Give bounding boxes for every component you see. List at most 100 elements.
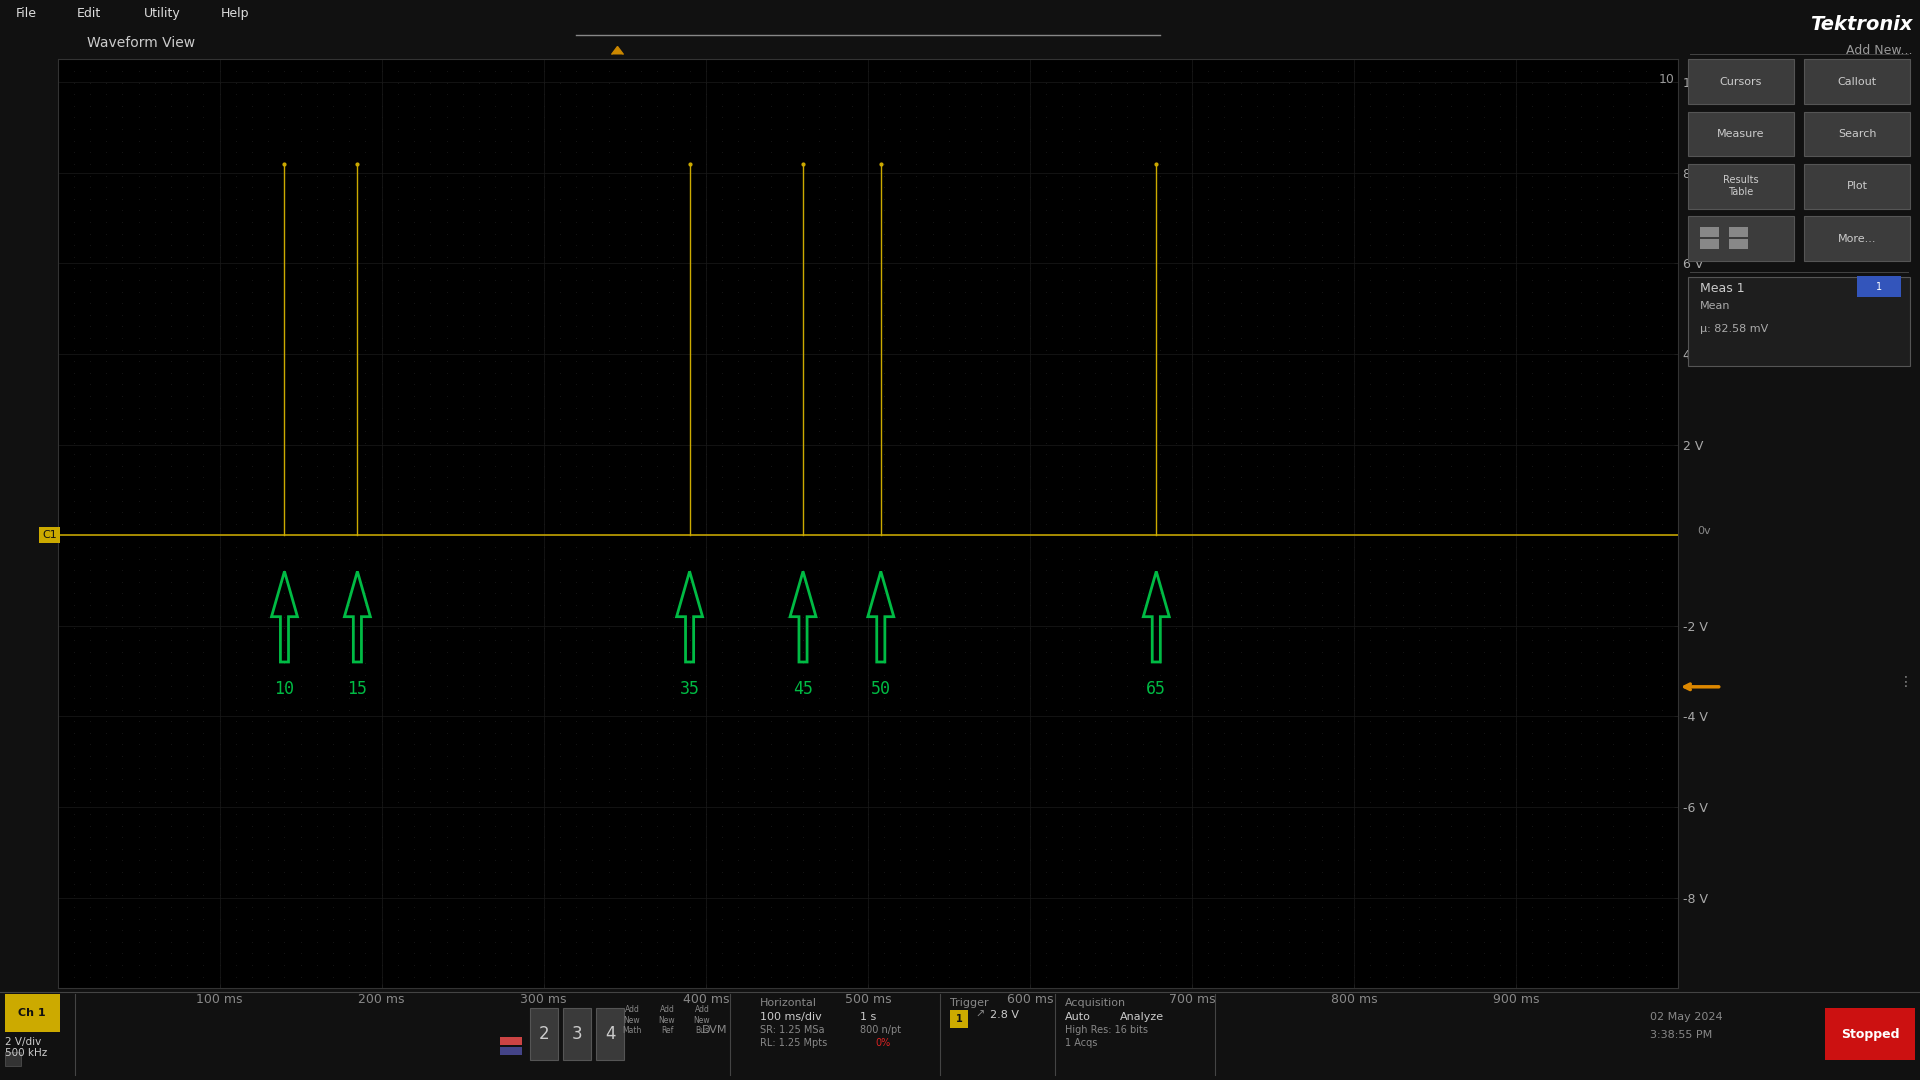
Point (966, 957, 996, 974)
Point (983, 596, 1014, 613)
Point (1436, 97, 1467, 114)
Point (528, 388, 559, 405)
Point (885, 747, 916, 765)
Point (301, 643, 332, 660)
Point (545, 341, 576, 359)
Point (349, 735, 380, 753)
Point (1064, 701, 1094, 718)
Point (495, 434, 526, 451)
Point (674, 283, 705, 300)
Point (269, 887, 300, 904)
Point (480, 51, 511, 68)
Point (1064, 875, 1094, 892)
Point (1144, 318, 1175, 335)
Point (1177, 654, 1208, 672)
Point (1549, 980, 1580, 997)
Point (42, 109, 73, 126)
Point (1031, 445, 1062, 462)
Point (1356, 909, 1386, 927)
Point (204, 166, 234, 184)
Point (1210, 887, 1240, 904)
Point (42, 364, 73, 381)
Point (674, 828, 705, 846)
Point (609, 63, 639, 80)
Point (399, 701, 430, 718)
Point (1615, 724, 1645, 741)
Point (528, 678, 559, 696)
Point (1388, 364, 1419, 381)
Point (156, 410, 186, 428)
Point (1501, 75, 1532, 92)
Point (528, 828, 559, 846)
Point (707, 307, 737, 324)
Point (578, 492, 609, 510)
Point (1597, 109, 1628, 126)
Point (804, 190, 835, 207)
Point (1663, 295, 1693, 312)
Point (1388, 899, 1419, 916)
Point (918, 515, 948, 532)
Point (1338, 968, 1369, 985)
Point (593, 422, 624, 440)
Point (852, 816, 883, 834)
Point (528, 63, 559, 80)
Point (1323, 190, 1354, 207)
Point (236, 654, 267, 672)
Point (1273, 608, 1304, 625)
Point (1630, 75, 1661, 92)
Point (1630, 51, 1661, 68)
Point (156, 237, 186, 254)
Point (837, 97, 868, 114)
Point (1356, 957, 1386, 974)
Point (722, 643, 753, 660)
Point (495, 864, 526, 881)
Point (1338, 283, 1369, 300)
Point (998, 585, 1029, 603)
Point (1046, 190, 1077, 207)
Point (1452, 51, 1482, 68)
Point (1484, 666, 1515, 684)
Point (1388, 51, 1419, 68)
Point (1031, 178, 1062, 195)
Point (1112, 945, 1142, 962)
Point (933, 109, 964, 126)
Point (1663, 318, 1693, 335)
Point (852, 503, 883, 521)
Point (334, 376, 365, 393)
Point (447, 747, 478, 765)
Point (1404, 909, 1434, 927)
Point (317, 782, 348, 799)
Point (108, 713, 138, 730)
Point (1404, 527, 1434, 544)
Point (1452, 608, 1482, 625)
Point (528, 190, 559, 207)
Point (659, 782, 689, 799)
Point (301, 178, 332, 195)
Point (382, 341, 413, 359)
Point (1630, 887, 1661, 904)
Point (1565, 364, 1596, 381)
Point (837, 794, 868, 811)
Point (140, 144, 171, 161)
Point (641, 631, 672, 648)
Point (1079, 806, 1110, 823)
Point (415, 457, 445, 474)
Point (674, 933, 705, 950)
Point (1565, 214, 1596, 231)
Point (1356, 887, 1386, 904)
Point (1192, 724, 1223, 741)
Point (108, 562, 138, 579)
Point (545, 585, 576, 603)
Point (236, 921, 267, 939)
Point (1419, 457, 1450, 474)
Point (1501, 178, 1532, 195)
Point (1582, 666, 1613, 684)
Point (495, 469, 526, 486)
Point (513, 422, 543, 440)
Point (1532, 887, 1563, 904)
Point (188, 492, 219, 510)
Point (950, 899, 981, 916)
Point (415, 492, 445, 510)
Point (140, 550, 171, 567)
Point (108, 747, 138, 765)
